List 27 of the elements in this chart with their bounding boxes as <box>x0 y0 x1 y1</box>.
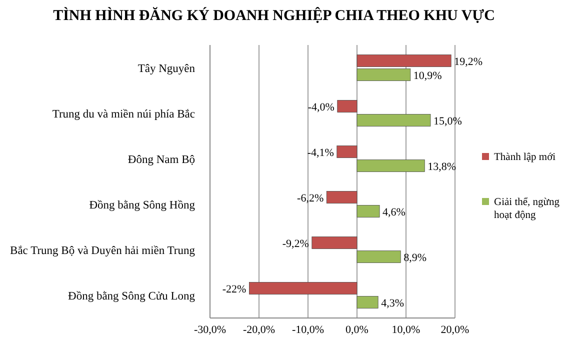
legend-label: Giải thể, ngừng hoạt động <box>494 197 560 221</box>
data-label: 4,3% <box>381 297 404 310</box>
data-label: -22% <box>222 283 246 296</box>
y-tick-label: Trung du và miền núi phía Bắc <box>52 108 195 120</box>
data-label: 13,8% <box>428 160 456 173</box>
x-tick-label: 0,0% <box>346 324 368 336</box>
x-tick-label: -10,0% <box>292 324 324 336</box>
y-tick-label: Tây Nguyên <box>138 62 196 75</box>
legend-label: Thành lập mới <box>494 152 556 163</box>
data-label: 10,9% <box>413 70 442 82</box>
x-tick-label: -30,0% <box>194 324 226 336</box>
data-label: -4,1% <box>307 146 334 159</box>
x-tick-label: -20,0% <box>242 324 276 336</box>
x-tick-label: 10,0% <box>392 324 420 336</box>
y-tick-label: Đồng bằng Sông Cửu Long <box>68 290 196 302</box>
data-label: 4,6% <box>382 206 406 218</box>
data-label: -4,0% <box>308 101 334 114</box>
x-tick-label: 20,0% <box>440 324 470 336</box>
chart-title: TÌNH HÌNH ĐĂNG KÝ DOANH NGHIỆP CHIA THEO KHU VỰC <box>53 6 495 24</box>
data-label: 19,2% <box>454 56 482 68</box>
data-label: -9,2% <box>282 238 309 250</box>
data-label: 15,0% <box>434 115 462 128</box>
y-tick-label: Đồng bằng Sông Hồng <box>89 199 196 212</box>
y-tick-label: Đông Nam Bộ <box>128 154 196 166</box>
data-label: -6,2% <box>297 192 324 204</box>
y-tick-label: Bắc Trung Bộ và Duyên hải miền Trung <box>10 244 196 257</box>
data-label: 8,9% <box>404 252 427 264</box>
